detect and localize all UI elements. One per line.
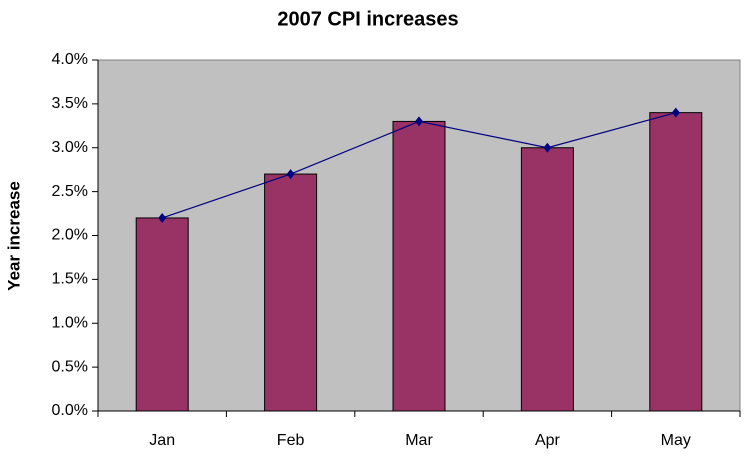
bar: [392, 120, 446, 412]
chart-title: 2007 CPI increases: [277, 8, 458, 30]
line-marker: [158, 212, 167, 223]
y-axis-title: Year increase: [4, 181, 23, 291]
x-tick-label: Jan: [149, 432, 175, 449]
y-tick-label: 3.5%: [52, 95, 88, 112]
y-tick-label: 1.0%: [52, 314, 88, 331]
x-tick-label: May: [661, 432, 691, 449]
y-tick-label: 2.5%: [52, 183, 88, 200]
x-tick-label: Feb: [277, 432, 305, 449]
line-marker: [671, 107, 680, 118]
y-tick-label: 1.5%: [52, 271, 88, 288]
y-tick-label: 4.0%: [52, 51, 88, 68]
bar: [135, 217, 189, 412]
x-tick-label: Apr: [535, 432, 561, 449]
bar: [649, 112, 703, 412]
line-marker: [286, 169, 295, 180]
y-tick-label: 3.0%: [52, 139, 88, 156]
line-marker: [415, 116, 423, 127]
y-tick-label: 2.0%: [52, 227, 88, 244]
y-tick-label: 0.0%: [52, 402, 88, 419]
x-tick-label: Mar: [405, 432, 433, 449]
line-marker: [543, 142, 552, 153]
y-tick-label: 0.5%: [52, 358, 88, 375]
bar: [264, 173, 318, 412]
bar: [520, 147, 574, 412]
